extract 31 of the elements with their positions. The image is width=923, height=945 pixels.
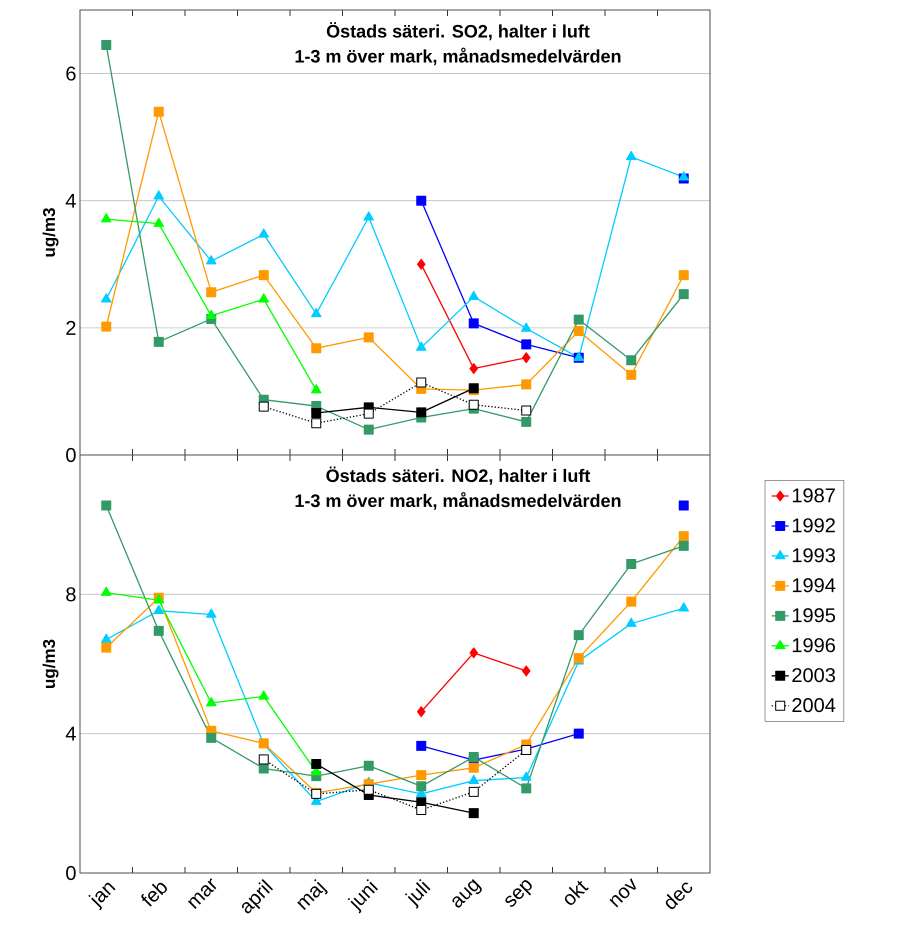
- x-tick-label: dec: [666, 882, 692, 910]
- x-tick-label: sep: [505, 880, 532, 907]
- legend-label: 1996: [792, 638, 835, 652]
- x-tick-label: jan: [88, 882, 116, 910]
- text: Östads säteri. NO2, halter i luft: [326, 466, 590, 485]
- x-tick-label: okt: [564, 880, 589, 905]
- y-tick-label: 6: [66, 66, 76, 81]
- legend-label: 1995: [792, 608, 836, 622]
- text: 1-3 m över mark, månadsmedelvärden: [296, 492, 620, 510]
- y-tick-label: 4: [66, 726, 76, 741]
- y-tick-label: 4: [66, 194, 76, 208]
- x-tick-label: aug: [452, 879, 482, 908]
- x-tick-label: feb: [141, 882, 167, 907]
- legend-label: 1993: [792, 548, 835, 562]
- legend-label: 1994: [792, 578, 836, 592]
- y-tick-label: 0: [66, 448, 76, 462]
- legend-label: 1987: [792, 488, 835, 502]
- x-tick-label: nov: [610, 878, 636, 908]
- y-axis-title: ug/m3: [42, 208, 58, 256]
- y-tick-label: 8: [66, 587, 76, 602]
- text: Östads säteri. SO2, halter i luft: [326, 22, 590, 40]
- legend-label: 1992: [792, 518, 835, 532]
- legend-label: 2003: [792, 668, 835, 682]
- x-tick-label: mar: [188, 878, 216, 909]
- x-tick-label: juli: [404, 878, 431, 909]
- legend-label: 2004: [792, 698, 836, 712]
- y-tick-label: 2: [66, 320, 76, 335]
- y-tick-label: 0: [66, 866, 76, 880]
- x-tick-label: maj: [297, 878, 328, 910]
- y-axis-title: ug/m3: [42, 640, 58, 688]
- text: 1-3 m över mark, månadsmedelvärden: [296, 48, 620, 66]
